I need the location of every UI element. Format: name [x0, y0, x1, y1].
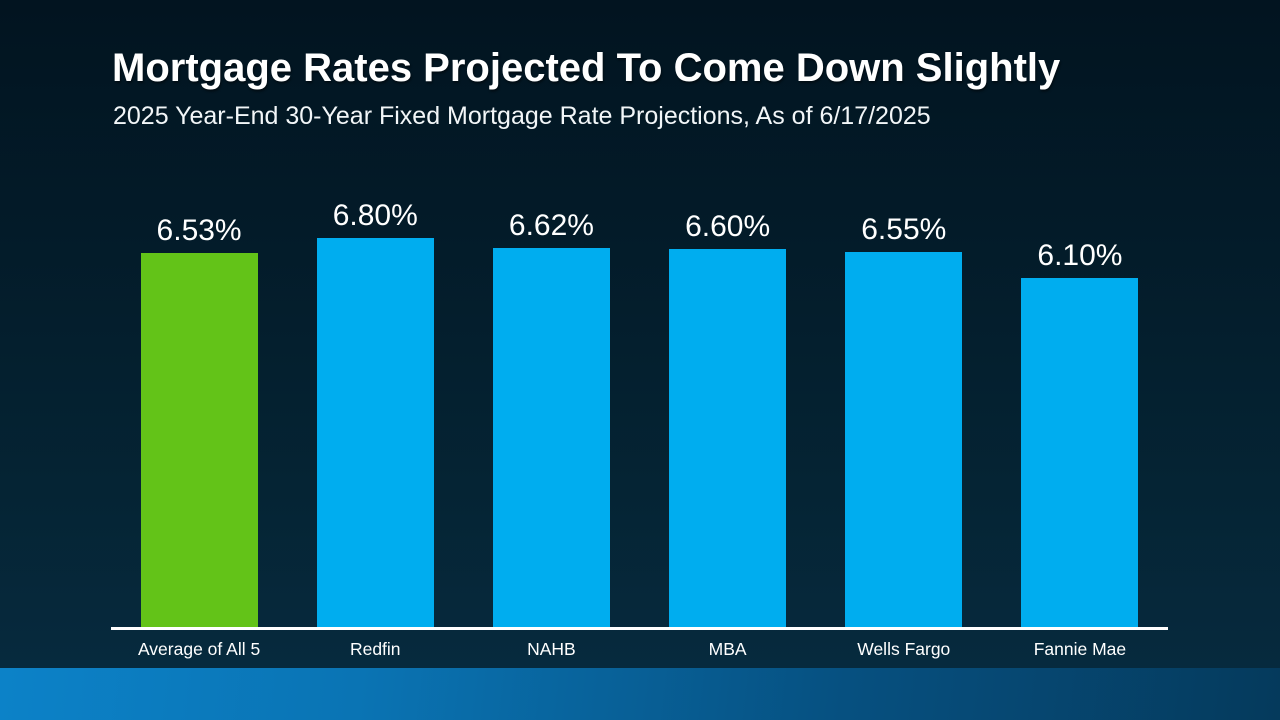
bar-highlighted: [140, 253, 258, 627]
slide-subtitle: 2025 Year-End 30-Year Fixed Mortgage Rat…: [113, 102, 931, 130]
bar-slot: 6.62%: [463, 0, 639, 627]
bar: [669, 249, 787, 627]
bar-slot: 6.10%: [992, 0, 1168, 627]
bar-slot: 6.53%: [111, 0, 287, 627]
bar-value-label: 6.60%: [685, 210, 771, 243]
x-axis-label: Redfin: [349, 639, 401, 659]
bar: [845, 252, 963, 627]
x-axis-label: Wells Fargo: [857, 639, 951, 659]
slide-title: Mortgage Rates Projected To Come Down Sl…: [112, 46, 1061, 90]
x-axis-labels: Average of All 5 Redfin NAHB MBA Wells Fargo…: [111, 639, 1168, 660]
bar-value-label: 6.62%: [508, 209, 594, 242]
x-axis-label: Average of All 5: [137, 639, 261, 659]
footer-stripe: [0, 668, 1280, 720]
bar-slot: 6.55%: [816, 0, 992, 627]
bar-value-label: 6.80%: [332, 199, 418, 232]
bar: [316, 238, 434, 627]
bar-slot: 6.80%: [287, 0, 463, 627]
bar-value-label: 6.10%: [1037, 239, 1123, 272]
bar-chart: 6.53% 6.80% 6.62% 6.60% 6.55% 6.10%: [111, 0, 1168, 627]
bar: [1021, 278, 1139, 627]
bar-slot: 6.60%: [640, 0, 816, 627]
x-axis-label: MBA: [708, 639, 747, 659]
x-axis-line: [111, 627, 1168, 630]
x-axis-label: Fannie Mae: [1033, 639, 1127, 659]
x-axis-label: NAHB: [527, 639, 576, 659]
bar-value-label: 6.53%: [156, 214, 242, 247]
bar-value-label: 6.55%: [861, 213, 947, 246]
bar: [492, 248, 610, 627]
